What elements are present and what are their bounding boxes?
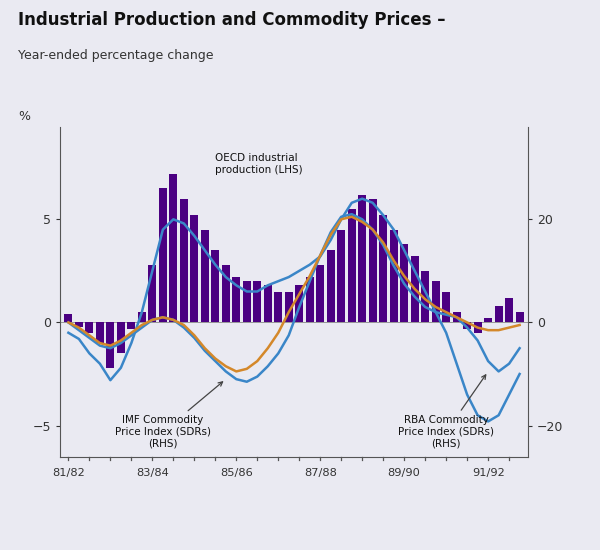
Text: 87/88: 87/88 <box>304 468 337 478</box>
Text: 89/90: 89/90 <box>388 468 421 478</box>
Bar <box>379 215 387 322</box>
Bar <box>117 322 125 354</box>
Bar <box>274 292 282 322</box>
Bar <box>75 322 83 327</box>
Text: OECD industrial
production (LHS): OECD industrial production (LHS) <box>215 153 303 175</box>
Bar <box>85 322 94 333</box>
Bar <box>201 230 209 322</box>
Bar <box>232 277 240 322</box>
Bar <box>473 322 482 333</box>
Bar <box>337 230 345 322</box>
Bar <box>138 312 146 322</box>
Bar <box>295 285 303 322</box>
Bar <box>369 199 377 322</box>
Bar <box>243 281 251 322</box>
Bar <box>96 322 104 343</box>
Bar <box>127 322 135 328</box>
Bar <box>421 271 429 322</box>
Bar <box>159 188 167 322</box>
Bar <box>390 230 398 322</box>
Bar <box>264 285 272 322</box>
Text: Year-ended percentage change: Year-ended percentage change <box>18 48 214 62</box>
Bar <box>253 281 261 322</box>
Bar <box>515 312 524 322</box>
Bar <box>400 244 408 322</box>
Text: %: % <box>18 110 30 123</box>
Text: RBA Commodity
Price Index (SDRs)
(RHS): RBA Commodity Price Index (SDRs) (RHS) <box>398 375 494 448</box>
Bar <box>484 318 492 322</box>
Bar <box>327 250 335 322</box>
Bar <box>306 277 314 322</box>
Bar <box>222 265 230 322</box>
Text: 81/82: 81/82 <box>52 468 85 478</box>
Bar <box>211 250 219 322</box>
Text: 85/86: 85/86 <box>220 468 253 478</box>
Bar <box>169 174 177 322</box>
Bar <box>358 195 366 322</box>
Text: Industrial Production and Commodity Prices –: Industrial Production and Commodity Pric… <box>18 11 445 29</box>
Bar <box>348 209 356 322</box>
Bar <box>505 298 513 322</box>
Bar <box>316 265 324 322</box>
Bar <box>442 292 450 322</box>
Text: IMF Commodity
Price Index (SDRs)
(RHS): IMF Commodity Price Index (SDRs) (RHS) <box>115 382 223 448</box>
Bar <box>190 215 198 322</box>
Bar <box>494 306 503 322</box>
Bar <box>64 314 73 322</box>
Bar <box>453 312 461 322</box>
Bar <box>463 322 471 328</box>
Text: 83/84: 83/84 <box>136 468 169 478</box>
Bar <box>285 292 293 322</box>
Bar <box>106 322 115 368</box>
Bar <box>180 199 188 322</box>
Bar <box>411 256 419 322</box>
Bar <box>432 281 440 322</box>
Bar <box>148 265 156 322</box>
Text: 91/92: 91/92 <box>472 468 505 478</box>
